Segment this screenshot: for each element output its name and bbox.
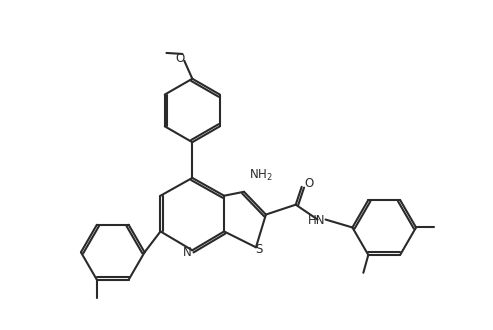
Text: S: S [255, 243, 263, 256]
Text: HN: HN [308, 214, 325, 227]
Text: NH$_2$: NH$_2$ [249, 168, 273, 183]
Text: N: N [183, 246, 192, 259]
Text: O: O [305, 177, 314, 190]
Text: O: O [176, 52, 185, 65]
